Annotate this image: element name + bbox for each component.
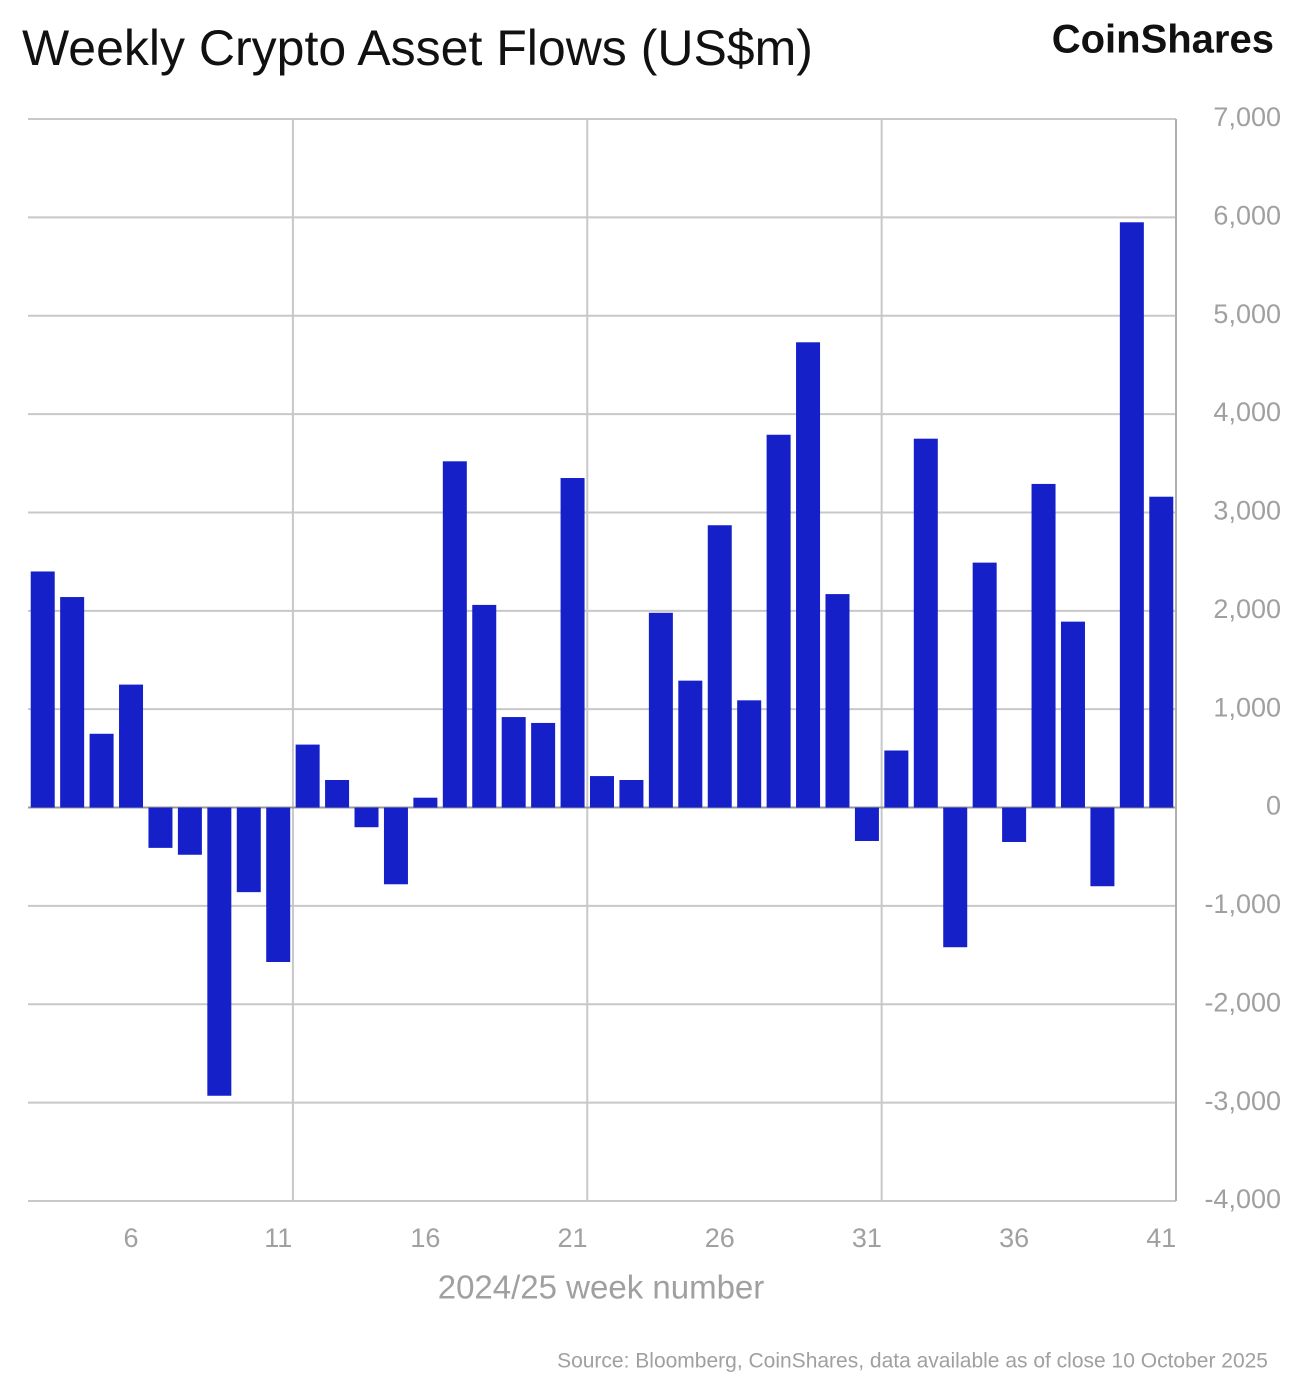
bar [295, 744, 320, 808]
x-tick-label: 6 [124, 1223, 139, 1253]
bar [884, 750, 909, 808]
bar [619, 780, 644, 808]
bar [266, 807, 291, 962]
bar [177, 807, 202, 855]
bar [236, 807, 261, 893]
y-tick-label: -3,000 [1204, 1086, 1281, 1116]
bar [972, 562, 997, 808]
x-tick-label: 26 [705, 1223, 735, 1253]
y-tick-label: 7,000 [1213, 102, 1281, 132]
y-tick-label: 5,000 [1213, 299, 1281, 329]
source-note: Source: Bloomberg, CoinShares, data avai… [557, 1350, 1268, 1373]
bar [825, 594, 850, 808]
x-tick-label: 36 [999, 1223, 1029, 1253]
bar [60, 597, 85, 808]
brand-logo: CoinShares [1052, 18, 1274, 62]
x-tick-label: 11 [264, 1223, 292, 1253]
bar [1149, 496, 1174, 808]
bar [913, 438, 938, 808]
x-tick-label: 31 [852, 1223, 882, 1253]
y-tick-label: 3,000 [1213, 496, 1281, 526]
bar [943, 807, 968, 948]
bar [1119, 222, 1144, 808]
bar [30, 571, 55, 808]
bar [1031, 483, 1056, 808]
bar [796, 342, 821, 808]
bar [413, 797, 438, 808]
y-tick-label: 4,000 [1213, 397, 1281, 427]
bar [1060, 621, 1085, 808]
bar [737, 700, 762, 808]
bar [531, 722, 556, 808]
bar [501, 717, 526, 808]
bar [325, 780, 350, 808]
bar [707, 525, 732, 808]
bar [442, 461, 467, 808]
y-tick-label: 2,000 [1213, 594, 1281, 624]
bar [148, 807, 173, 848]
bar [854, 807, 879, 841]
chart-title: Weekly Crypto Asset Flows (US$m) [22, 20, 813, 76]
bar [678, 680, 703, 808]
bar [560, 478, 585, 808]
x-tick-label: 16 [410, 1223, 440, 1253]
y-tick-label: 1,000 [1213, 692, 1281, 722]
x-axis-title: 2024/25 week number [438, 1269, 765, 1306]
y-tick-label: -1,000 [1204, 889, 1281, 919]
y-tick-label: 0 [1266, 791, 1281, 821]
bar [1002, 807, 1027, 842]
x-tick-label: 21 [558, 1223, 588, 1253]
bar [207, 807, 232, 1096]
y-tick-label: -4,000 [1204, 1184, 1281, 1214]
bar [648, 612, 673, 808]
x-tick-label: 41 [1146, 1223, 1176, 1253]
bar [354, 807, 379, 828]
bar [1090, 807, 1115, 887]
bar [590, 776, 614, 808]
bar [472, 604, 497, 808]
bar [383, 807, 408, 885]
y-tick-label: -2,000 [1204, 987, 1281, 1017]
bar [119, 684, 144, 808]
bar [89, 733, 114, 808]
bar [766, 434, 791, 808]
y-tick-label: 6,000 [1213, 200, 1281, 230]
